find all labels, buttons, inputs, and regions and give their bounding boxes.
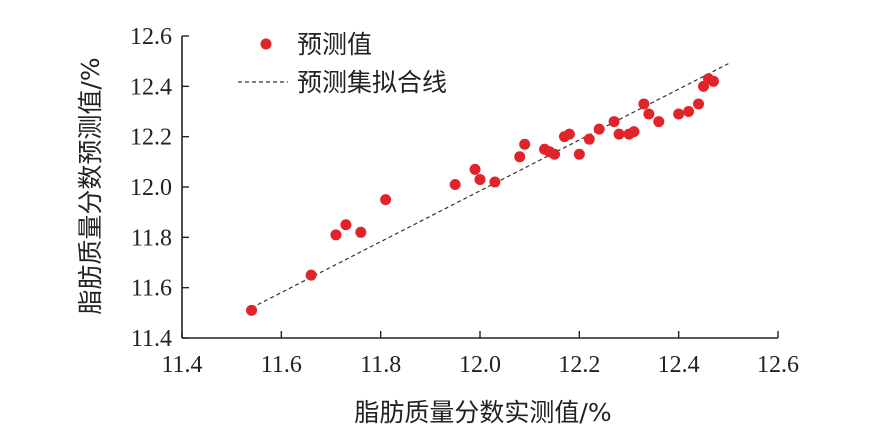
data-point: [628, 126, 640, 138]
y-axis-title: 脂肪质量分数预测值/%: [76, 57, 105, 314]
legend-marker-predicted: [260, 38, 272, 50]
x-tick-label: 12.2: [558, 352, 600, 378]
y-tick-label: 11.6: [131, 276, 172, 302]
x-tick-label: 12.6: [757, 352, 799, 378]
x-tick-label: 12.4: [658, 352, 700, 378]
y-tick-label: 11.8: [131, 225, 172, 251]
data-point: [653, 116, 665, 128]
data-point: [519, 138, 531, 150]
x-tick-label: 12.0: [459, 352, 501, 378]
data-point: [643, 108, 655, 120]
y-tick-label: 12.2: [130, 125, 172, 151]
x-tick-label: 11.4: [161, 352, 202, 378]
y-tick-label: 12.4: [130, 74, 172, 100]
data-point: [608, 116, 620, 128]
data-point: [638, 98, 650, 110]
y-tick-label: 12.0: [130, 175, 172, 201]
data-point: [593, 123, 605, 135]
data-point: [563, 128, 575, 140]
points-layer: [246, 73, 719, 316]
data-point: [489, 176, 501, 188]
legend-label-fit-line: 预测集拟合线: [297, 68, 447, 97]
x-tick-label: 11.8: [360, 352, 401, 378]
data-point: [583, 133, 595, 145]
data-point: [707, 75, 719, 87]
data-point: [673, 108, 685, 120]
x-tick-label: 11.6: [261, 352, 302, 378]
data-point: [474, 173, 486, 185]
data-point: [246, 304, 258, 316]
data-point: [355, 226, 367, 238]
data-point: [330, 229, 342, 241]
legend-label-predicted: 预测值: [297, 30, 372, 59]
data-point: [469, 163, 481, 175]
x-axis-title: 脂肪质量分数实测值/%: [354, 398, 611, 427]
data-point: [613, 128, 625, 140]
data-point: [449, 178, 461, 190]
y-tick-label: 11.4: [131, 326, 172, 352]
data-point: [683, 106, 695, 117]
data-point: [380, 194, 392, 206]
data-point: [514, 151, 526, 163]
data-point: [305, 269, 317, 281]
data-point: [693, 98, 705, 110]
data-point: [549, 148, 560, 160]
data-point: [573, 148, 585, 160]
axes: 11.4 11.6 11.8 12.0 12.2 12.4 12.6 11.4 11.6 11.8…: [130, 24, 799, 378]
data-point: [340, 219, 352, 231]
y-tick-label: 12.6: [130, 24, 172, 50]
fit-line-layer: [251, 63, 729, 309]
fit-line: [251, 63, 729, 309]
